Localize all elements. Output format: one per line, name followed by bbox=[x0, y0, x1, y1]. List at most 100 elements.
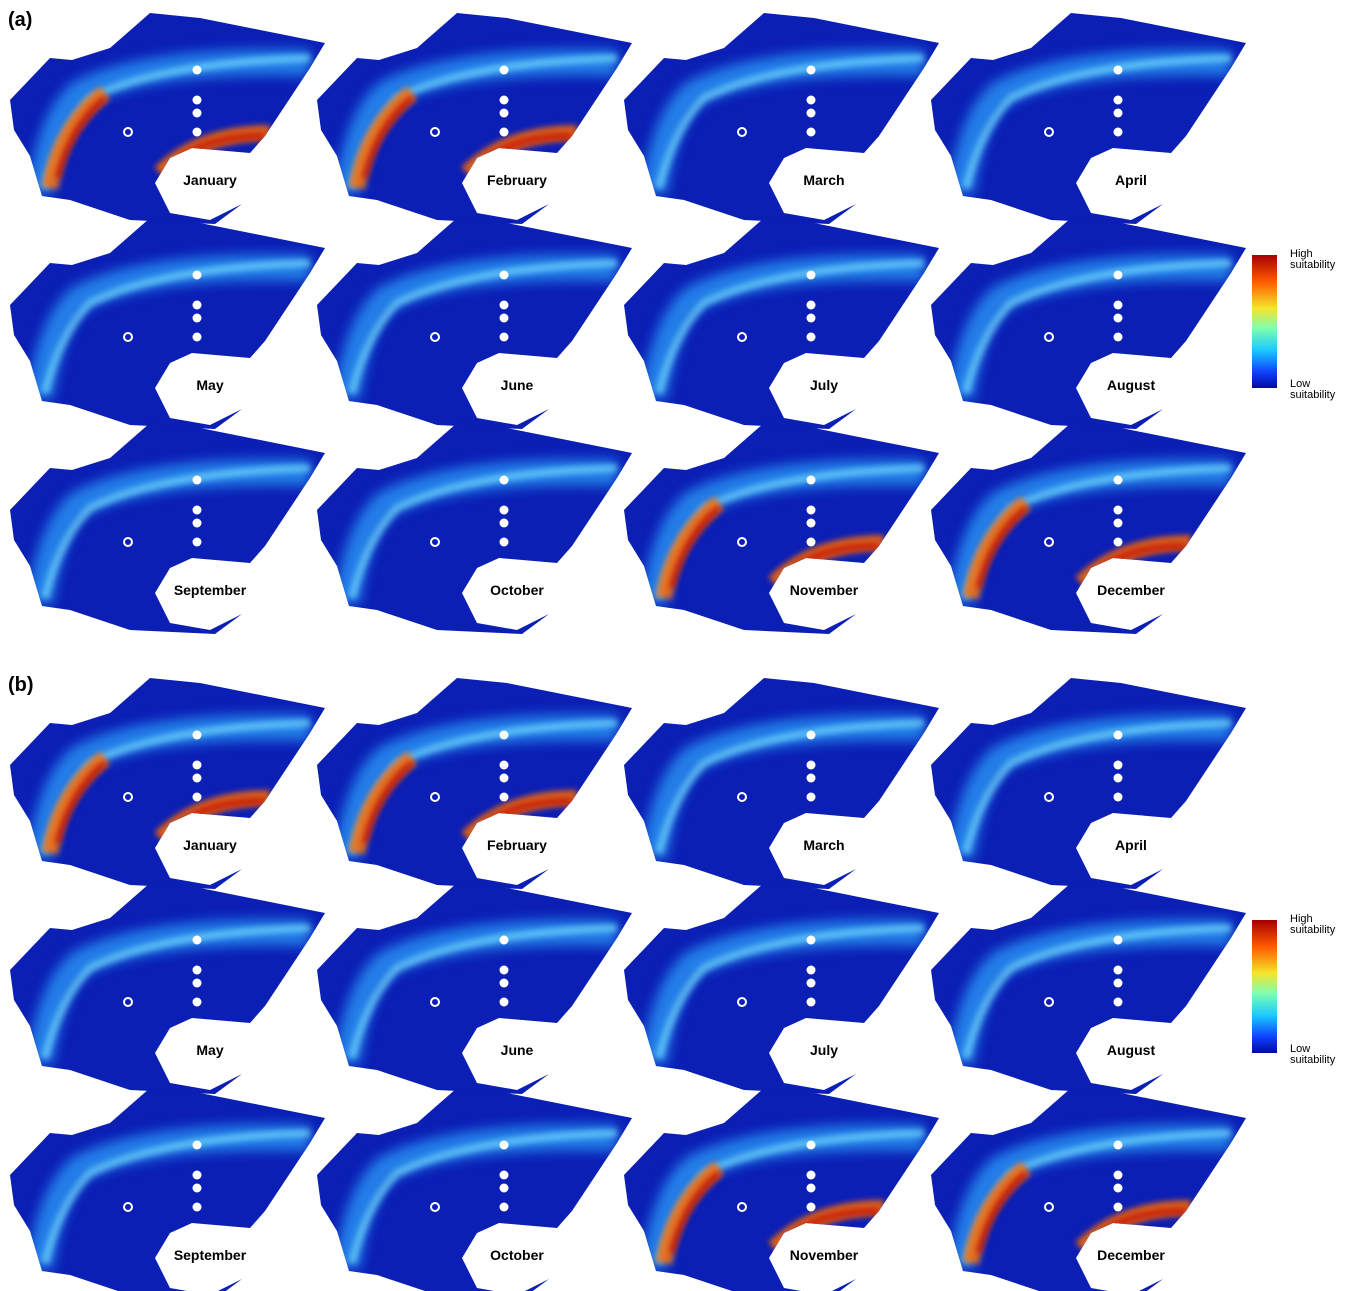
survey-point bbox=[1114, 1203, 1123, 1212]
survey-point bbox=[500, 476, 509, 485]
survey-point bbox=[807, 793, 816, 802]
month-label: July bbox=[810, 377, 838, 393]
survey-point bbox=[1114, 128, 1123, 137]
survey-point bbox=[807, 271, 816, 280]
survey-point bbox=[807, 936, 816, 945]
month-label: September bbox=[174, 1247, 247, 1263]
month-label: January bbox=[183, 172, 237, 188]
survey-point bbox=[500, 998, 509, 1007]
survey-point bbox=[1114, 109, 1123, 118]
survey-point bbox=[193, 979, 202, 988]
map-panel: November bbox=[624, 423, 939, 634]
survey-point bbox=[193, 774, 202, 783]
survey-point bbox=[500, 506, 509, 515]
survey-point bbox=[193, 1171, 202, 1180]
colorbar bbox=[1252, 920, 1277, 1053]
map-panel: July bbox=[624, 883, 939, 1094]
month-label: August bbox=[1107, 377, 1156, 393]
survey-point bbox=[500, 1203, 509, 1212]
survey-point bbox=[1114, 774, 1123, 783]
survey-point bbox=[193, 96, 202, 105]
map-panel: December bbox=[931, 1088, 1246, 1291]
survey-point bbox=[807, 761, 816, 770]
survey-point bbox=[500, 731, 509, 740]
survey-point bbox=[193, 998, 202, 1007]
survey-point bbox=[193, 109, 202, 118]
survey-point bbox=[807, 966, 816, 975]
survey-point bbox=[500, 966, 509, 975]
map-panel: October bbox=[317, 423, 632, 634]
survey-point bbox=[193, 506, 202, 515]
survey-point bbox=[807, 66, 816, 75]
month-label: April bbox=[1115, 837, 1147, 853]
month-label: May bbox=[196, 1042, 223, 1058]
survey-point bbox=[500, 538, 509, 547]
legend-low: Lowsuitability bbox=[1290, 378, 1336, 401]
survey-point bbox=[193, 128, 202, 137]
survey-point bbox=[807, 731, 816, 740]
survey-point bbox=[193, 476, 202, 485]
survey-point bbox=[807, 1171, 816, 1180]
survey-point bbox=[1114, 314, 1123, 323]
month-label: March bbox=[803, 837, 844, 853]
survey-point bbox=[807, 109, 816, 118]
month-label: May bbox=[196, 377, 223, 393]
survey-point bbox=[1114, 301, 1123, 310]
survey-point bbox=[193, 301, 202, 310]
survey-point bbox=[500, 979, 509, 988]
survey-point bbox=[500, 66, 509, 75]
survey-point bbox=[807, 1184, 816, 1193]
map-panel: August bbox=[931, 218, 1246, 429]
map-panel: November bbox=[624, 1088, 939, 1291]
survey-point bbox=[807, 1203, 816, 1212]
survey-point bbox=[193, 1184, 202, 1193]
survey-point bbox=[1114, 731, 1123, 740]
survey-point bbox=[193, 333, 202, 342]
survey-point bbox=[500, 128, 509, 137]
survey-point bbox=[500, 271, 509, 280]
survey-point bbox=[807, 96, 816, 105]
survey-point bbox=[1114, 1141, 1123, 1150]
panel-label: (a) bbox=[8, 9, 32, 31]
map-panel: May bbox=[10, 218, 325, 429]
survey-point bbox=[1114, 66, 1123, 75]
map-panel: October bbox=[317, 1088, 632, 1291]
survey-point bbox=[1114, 538, 1123, 547]
map-panel: August bbox=[931, 883, 1246, 1094]
month-label: December bbox=[1097, 582, 1165, 598]
survey-point bbox=[807, 519, 816, 528]
survey-point bbox=[500, 96, 509, 105]
map-panel: July bbox=[624, 218, 939, 429]
survey-point bbox=[1114, 998, 1123, 1007]
map-panel: January bbox=[10, 13, 325, 224]
month-label: July bbox=[810, 1042, 838, 1058]
month-label: March bbox=[803, 172, 844, 188]
survey-point bbox=[807, 128, 816, 137]
month-label: November bbox=[790, 1247, 859, 1263]
map-panel: June bbox=[317, 218, 632, 429]
survey-point bbox=[807, 538, 816, 547]
survey-point bbox=[193, 66, 202, 75]
month-label: August bbox=[1107, 1042, 1156, 1058]
map-panel: February bbox=[317, 13, 632, 224]
month-label: November bbox=[790, 582, 859, 598]
map-panel: May bbox=[10, 883, 325, 1094]
month-label: June bbox=[501, 1042, 534, 1058]
survey-point bbox=[1114, 506, 1123, 515]
map-panel: September bbox=[10, 1088, 325, 1291]
survey-point bbox=[500, 301, 509, 310]
month-label: September bbox=[174, 582, 247, 598]
survey-point bbox=[193, 1141, 202, 1150]
survey-point bbox=[807, 506, 816, 515]
survey-point bbox=[1114, 476, 1123, 485]
survey-point bbox=[500, 793, 509, 802]
survey-point bbox=[807, 314, 816, 323]
survey-point bbox=[193, 793, 202, 802]
survey-point bbox=[1114, 761, 1123, 770]
month-label: April bbox=[1115, 172, 1147, 188]
survey-point bbox=[193, 1203, 202, 1212]
survey-point bbox=[1114, 519, 1123, 528]
survey-point bbox=[193, 761, 202, 770]
survey-point bbox=[193, 519, 202, 528]
